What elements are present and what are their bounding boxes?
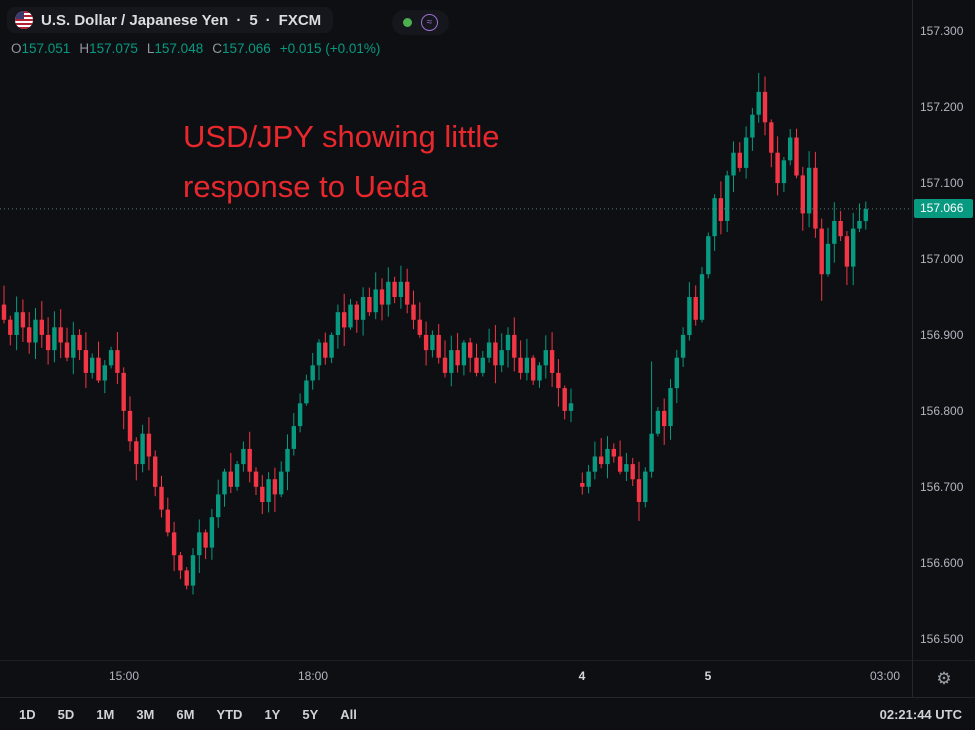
- range-button-3m[interactable]: 3M: [130, 704, 160, 725]
- low-label: L: [146, 41, 155, 56]
- axis-corner: ⚙: [912, 660, 975, 697]
- market-open-dot-icon: [403, 18, 412, 27]
- range-button-5y[interactable]: 5Y: [296, 704, 324, 725]
- high-label: H: [79, 41, 90, 56]
- range-button-1y[interactable]: 1Y: [258, 704, 286, 725]
- open-label: O: [11, 41, 22, 56]
- range-button-6m[interactable]: 6M: [170, 704, 200, 725]
- symbol-separator: ·: [236, 11, 242, 29]
- symbol-separator: ·: [265, 11, 271, 29]
- bottom-toolbar: 1D 5D 1M 3M 6M YTD 1Y 5Y All 02:21:44 UTC: [0, 697, 975, 730]
- price-tick-label: 156.600: [920, 556, 964, 570]
- market-status-pill[interactable]: ≈: [392, 10, 449, 35]
- price-tick-label: 157.000: [920, 252, 964, 266]
- ohlc-row: O157.051 H157.075 L157.048 C157.066 +0.0…: [11, 41, 380, 56]
- annotation-text[interactable]: USD/JPY showing little response to Ueda: [183, 112, 499, 212]
- time-axis[interactable]: 15:00 18:00 4 5 03:00: [0, 660, 912, 698]
- open-value: 157.051: [21, 41, 71, 56]
- close-value: 157.066: [221, 41, 271, 56]
- time-tick-label: 4: [578, 669, 586, 683]
- time-tick-label: 5: [704, 669, 712, 683]
- high-value: 157.075: [89, 41, 138, 56]
- annotation-line-2: response to Ueda: [183, 169, 428, 204]
- price-tick-label: 156.700: [920, 480, 964, 494]
- price-tick-label: 156.800: [920, 404, 964, 418]
- symbol-exchange: FXCM: [278, 11, 322, 29]
- price-tick-label: 156.500: [920, 632, 964, 646]
- range-button-1d[interactable]: 1D: [13, 704, 42, 725]
- us-flag-icon: [15, 11, 33, 29]
- range-button-1m[interactable]: 1M: [90, 704, 120, 725]
- range-button-5d[interactable]: 5D: [52, 704, 81, 725]
- symbol-info-pill[interactable]: U.S. Dollar / Japanese Yen · 5 · FXCM: [7, 7, 334, 33]
- time-tick-label: 15:00: [108, 669, 140, 683]
- price-tick-label: 157.300: [920, 24, 964, 38]
- range-buttons: 1D 5D 1M 3M 6M YTD 1Y 5Y All: [13, 704, 363, 725]
- close-label: C: [212, 41, 222, 56]
- change-value: +0.015 (+0.01%): [279, 41, 381, 56]
- low-value: 157.048: [154, 41, 204, 56]
- candlestick-chart[interactable]: [0, 0, 912, 660]
- range-button-all[interactable]: All: [334, 704, 363, 725]
- price-tick-label: 157.100: [920, 176, 964, 190]
- time-tick-label: 03:00: [869, 669, 901, 683]
- chart-area: [0, 0, 912, 660]
- price-tick-label: 156.900: [920, 328, 964, 342]
- price-axis[interactable]: 157.066 157.300 157.200 157.100 157.000 156.…: [912, 0, 975, 697]
- time-tick-label: 18:00: [297, 669, 329, 683]
- range-button-ytd[interactable]: YTD: [210, 704, 248, 725]
- symbol-title: U.S. Dollar / Japanese Yen: [41, 11, 229, 29]
- provider-icon: ≈: [421, 14, 438, 31]
- gear-icon[interactable]: ⚙: [936, 669, 952, 688]
- annotation-line-1: USD/JPY showing little: [183, 119, 500, 154]
- timezone-button[interactable]: 02:21:44 UTC: [879, 706, 962, 722]
- symbol-interval: 5: [249, 11, 258, 29]
- price-tick-label: 157.200: [920, 100, 964, 114]
- last-price-badge: 157.066: [914, 199, 973, 218]
